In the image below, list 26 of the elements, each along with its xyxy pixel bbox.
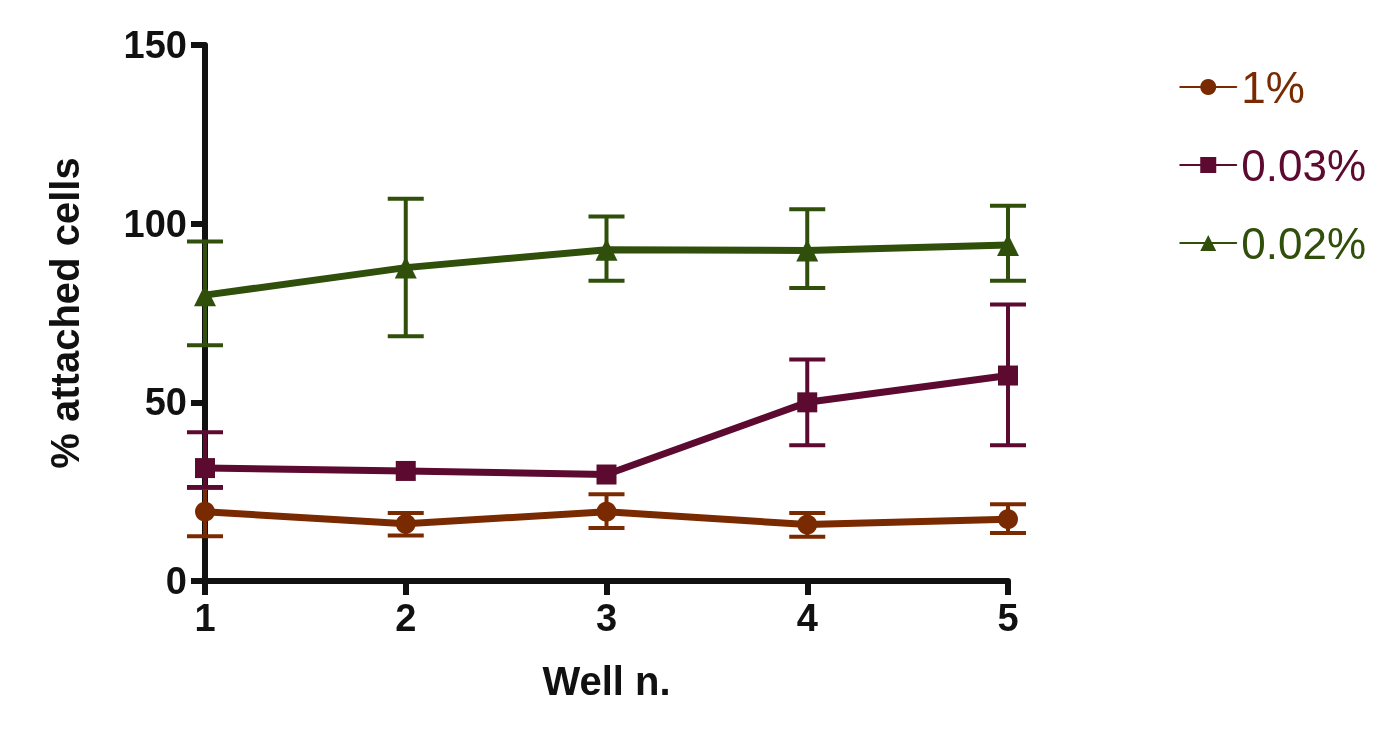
y-tick-label: 100	[123, 202, 187, 245]
x-tick-label: 4	[796, 597, 818, 639]
point	[596, 501, 617, 522]
legend-label: 0.03%	[1241, 140, 1367, 190]
legend-label: 1%	[1241, 62, 1305, 112]
point	[394, 256, 417, 279]
point	[195, 501, 215, 522]
point	[395, 460, 416, 481]
point	[796, 239, 819, 262]
point	[195, 458, 215, 479]
legend-label: 0.02%	[1241, 218, 1367, 268]
x-tick-label: 1	[194, 597, 216, 639]
x-axis-title: Well n.	[542, 659, 671, 703]
x-tick-label: 5	[997, 597, 1019, 639]
y-tick-label: 50	[144, 381, 187, 424]
point	[797, 392, 818, 413]
point	[998, 365, 1018, 386]
point	[596, 464, 617, 485]
point	[797, 514, 818, 535]
x-tick-label: 3	[595, 597, 618, 639]
x-tick-label: 2	[395, 597, 417, 639]
y-tick-label: 150	[123, 24, 187, 66]
y-tick-label: 0	[165, 560, 187, 602]
y-axis-title: % attached cells	[43, 157, 87, 469]
point	[998, 509, 1018, 530]
point	[395, 513, 416, 534]
